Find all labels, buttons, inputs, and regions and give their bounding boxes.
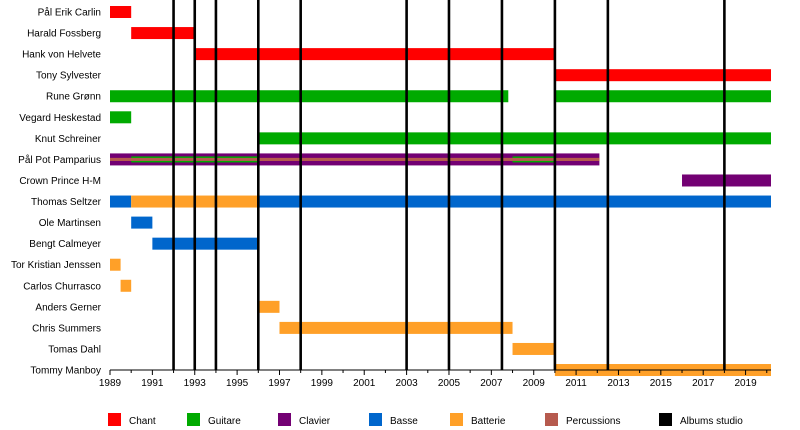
legend-swatch-chant [108, 413, 121, 426]
bar-rune-gronn-guitare [110, 90, 509, 103]
member-label-pal-pot-pamparius: Pål Pot Pamparius [18, 154, 101, 166]
x-tick-label-2003: 2003 [395, 378, 418, 389]
x-tick-label-1995: 1995 [226, 378, 249, 389]
legend-swatch-albums-studio [659, 413, 672, 426]
bar-vegard-heskestad-guitare [110, 111, 132, 124]
bars-layer [110, 6, 771, 377]
x-tick-label-2001: 2001 [353, 378, 376, 389]
legend-swatch-guitare [187, 413, 200, 426]
member-label-knut-schreiner: Knut Schreiner [35, 134, 102, 145]
bar-pal-erik-carlin-chant [110, 6, 132, 18]
bar-chris-summers-batterie [279, 321, 513, 334]
bar-bengt-calmeyer-basse [152, 237, 259, 250]
x-tick-label-2011: 2011 [565, 378, 587, 389]
member-label-bengt-calmeyer: Bengt Calmeyer [29, 239, 101, 250]
legend-swatch-basse [369, 413, 382, 426]
x-tick-label-1999: 1999 [311, 378, 334, 389]
legend: Chant Guitare Clavier Basse Batterie Percussi… [108, 413, 743, 427]
bar-rune-gronn-guitare [554, 90, 771, 103]
legend-swatch-clavier [278, 413, 291, 426]
bar-thomas-seltzer-basse [258, 195, 771, 208]
bar-tony-sylvester-chant [554, 69, 771, 82]
bar-carlos-churrasco-batterie [120, 279, 132, 292]
x-tick-label-2009: 2009 [523, 378, 546, 389]
legend-label-guitare: Guitare [208, 416, 241, 427]
member-label-harald-fossberg: Harald Fossberg [27, 29, 101, 40]
member-label-carlos-churrasco: Carlos Churrasco [23, 281, 101, 292]
member-label-vegard-heskestad: Vegard Heskestad [19, 113, 101, 124]
member-label-tor-kristian-jenssen: Tor Kristian Jenssen [11, 260, 101, 271]
x-tick-label-1991: 1991 [141, 378, 164, 389]
bar-ole-martinsen-basse [131, 216, 153, 229]
x-tick-label-2013: 2013 [607, 378, 630, 389]
x-tick-label-2005: 2005 [438, 378, 461, 389]
member-label-ole-martinsen: Ole Martinsen [39, 218, 101, 229]
x-tick-label-1993: 1993 [184, 378, 207, 389]
bar-hank-von-helvete-chant [194, 48, 555, 61]
legend-label-chant: Chant [129, 416, 156, 427]
album-lines-layer [172, 0, 726, 370]
member-label-thomas-seltzer: Thomas Seltzer [31, 197, 102, 208]
x-tick-label-2017: 2017 [692, 378, 715, 389]
x-axis: 1989 1991 1993 1995 1997 1999 2001 2003 2005 2007… [99, 369, 771, 389]
member-label-hank-von-helvete: Hank von Helvete [22, 50, 101, 61]
x-tick-label-2019: 2019 [734, 378, 757, 389]
bar-thomas-seltzer-basse [110, 195, 132, 208]
bar-knut-schreiner-guitare [258, 132, 771, 145]
member-label-tony-sylvester: Tony Sylvester [36, 71, 102, 82]
bar-pal-pot-pamparius-percussions-overlay [110, 157, 600, 161]
legend-label-percussions: Percussions [566, 416, 620, 427]
legend-swatch-batterie [450, 413, 463, 426]
member-label-rune-gronn: Rune Grønn [46, 92, 101, 103]
bar-tor-kristian-jenssen-batterie [110, 258, 121, 271]
bar-anders-gerner-batterie [258, 300, 280, 313]
bar-harald-fossberg-chant [131, 27, 195, 40]
bar-crown-prince-h-m-clavier [682, 174, 771, 187]
bar-tomas-dahl-batterie [512, 342, 555, 355]
x-tick-label-1997: 1997 [268, 378, 291, 389]
x-tick-label-1989: 1989 [99, 378, 122, 389]
x-tick-label-2007: 2007 [480, 378, 503, 389]
legend-label-albums-studio: Albums studio [680, 416, 743, 427]
legend-label-batterie: Batterie [471, 416, 506, 427]
member-label-anders-gerner: Anders Gerner [35, 302, 101, 313]
legend-label-basse: Basse [390, 416, 418, 427]
member-labels: Pål Erik Carlin Harald Fossberg Hank von H… [11, 7, 102, 377]
member-label-pal-erik-carlin: Pål Erik Carlin [38, 7, 101, 19]
legend-label-clavier: Clavier [299, 416, 331, 427]
member-label-tomas-dahl: Tomas Dahl [48, 344, 101, 355]
member-label-chris-summers: Chris Summers [32, 323, 101, 334]
member-label-crown-prince-h-m: Crown Prince H-M [19, 176, 101, 187]
x-tick-label-2015: 2015 [650, 378, 673, 389]
legend-swatch-percussions [545, 413, 558, 426]
member-label-tommy-manboy: Tommy Manboy [30, 366, 101, 377]
